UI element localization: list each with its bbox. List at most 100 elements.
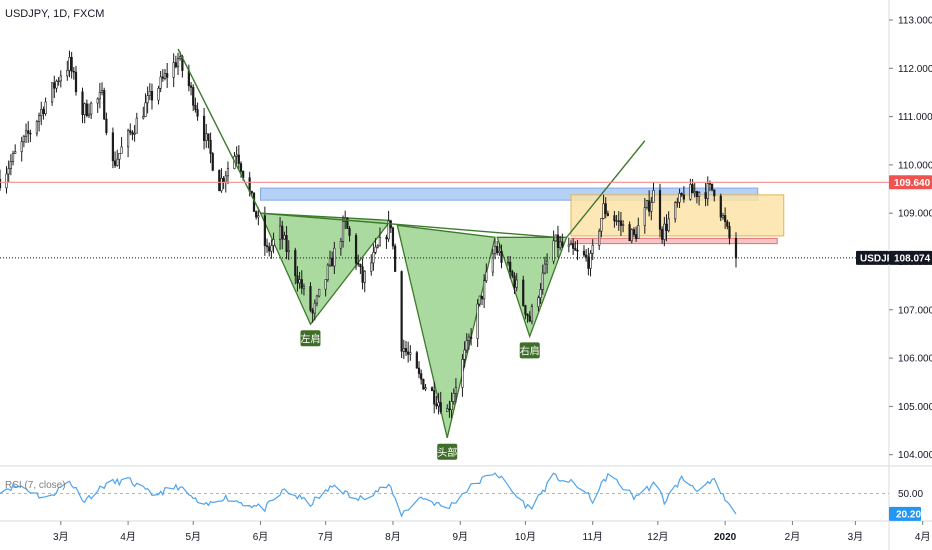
- candle-body: [385, 237, 388, 240]
- candle-body: [615, 220, 618, 222]
- candle-body: [126, 130, 130, 148]
- candle-body: [268, 246, 271, 252]
- candle-body: [361, 266, 364, 283]
- candle-body: [691, 184, 694, 194]
- candle-body: [546, 260, 549, 265]
- price-tick-label: 107.000: [898, 305, 932, 316]
- candle-body: [422, 378, 425, 390]
- candle-body: [174, 62, 177, 68]
- candle-body: [400, 271, 403, 352]
- candle-body: [27, 130, 30, 134]
- candle-body: [430, 387, 434, 391]
- candle-body: [478, 295, 481, 305]
- candle-body: [511, 271, 514, 277]
- candle-body: [728, 226, 731, 239]
- pink-zone[interactable]: [570, 237, 778, 245]
- candle-body: [205, 133, 208, 141]
- time-tick-label: 7月: [318, 531, 334, 543]
- candle-body: [678, 193, 681, 203]
- last-price-badge: USDJPY 108.074: [856, 250, 932, 265]
- candle-body: [142, 116, 145, 119]
- candle-body: [582, 250, 586, 256]
- price-axis[interactable]: 113.000 112.000 111.000 110.000 109.000 108.0…: [889, 16, 932, 462]
- candle-body: [333, 247, 336, 267]
- candle-body: [515, 279, 518, 288]
- candle-body: [354, 235, 358, 264]
- candle-body: [11, 153, 15, 162]
- candle-body: [103, 90, 106, 120]
- candle-body: [166, 73, 169, 78]
- candle-body: [265, 245, 269, 248]
- candle-body: [561, 241, 564, 247]
- price-tick-label: 105.000: [898, 402, 932, 413]
- candle-body: [463, 349, 466, 360]
- candle-body: [480, 295, 484, 300]
- chart-title: USDJPY, 1D, FXCM: [5, 8, 104, 20]
- candle-body: [496, 246, 499, 254]
- candle-body: [439, 402, 442, 412]
- candle-body: [409, 352, 412, 355]
- candle-body: [315, 295, 319, 304]
- candle-body: [146, 95, 149, 104]
- candle-body: [407, 351, 410, 355]
- breakout-line[interactable]: [566, 140, 646, 238]
- left-shoulder[interactable]: [259, 212, 393, 326]
- candle-body: [526, 313, 529, 317]
- price-tick-label: 111.000: [898, 112, 932, 123]
- candle-body: [24, 130, 28, 137]
- candle-body: [118, 153, 121, 160]
- candle-body: [485, 271, 488, 282]
- candle-body: [450, 401, 453, 411]
- candle-body: [68, 57, 71, 71]
- neckline-line[interactable]: [260, 212, 556, 239]
- candle-body: [70, 57, 73, 72]
- candle-body: [194, 104, 197, 110]
- candle-body: [721, 215, 725, 218]
- time-tick-label: 4月: [120, 531, 136, 543]
- candle-body: [500, 250, 503, 263]
- time-axis[interactable]: 3月 4月 5月 6月 7月 8月 9月 10月 11月 12月 2020 2月 3月 4月: [53, 521, 930, 543]
- downtrend-line[interactable]: [177, 48, 262, 214]
- price-tick-label: 110.000: [898, 160, 932, 171]
- candle-body: [506, 261, 510, 264]
- candle-body: [600, 218, 603, 232]
- time-tick-label: 8月: [385, 531, 401, 543]
- candle-body: [661, 229, 664, 240]
- candle-body: [318, 288, 321, 297]
- candle-body: [222, 177, 225, 183]
- candle-body: [363, 270, 366, 283]
- candle-body: [133, 132, 136, 135]
- candle-body: [37, 115, 41, 122]
- candle-body: [81, 91, 84, 115]
- time-tick-label: 3月: [53, 531, 69, 543]
- zones: [260, 187, 785, 245]
- candle-body: [437, 402, 440, 407]
- candle-body: [576, 249, 579, 252]
- price-tick-label: 112.000: [898, 64, 932, 75]
- pattern-label-text: 左肩: [300, 332, 320, 345]
- candle-body: [163, 73, 167, 79]
- candle-body: [635, 234, 638, 239]
- candle-body: [281, 225, 284, 240]
- candle-body: [157, 88, 160, 101]
- candle-body: [645, 200, 649, 209]
- candle-body: [224, 175, 227, 183]
- candle-body: [285, 235, 288, 252]
- time-tick-label: 4月: [915, 531, 931, 543]
- candle-body: [374, 246, 377, 253]
- head[interactable]: [396, 224, 496, 438]
- candle-body: [648, 200, 651, 212]
- candle-body: [424, 387, 427, 390]
- rsi-50-tick: 50.00: [898, 489, 923, 500]
- candle-body: [120, 146, 123, 154]
- pattern-label-text: 右肩: [520, 344, 540, 357]
- price-tick-label: 109.000: [898, 209, 932, 220]
- rsi-pane[interactable]: RSI (7, close) 50.00 20.20: [0, 472, 923, 521]
- candle-body: [176, 58, 180, 68]
- candle-body: [598, 230, 601, 246]
- candle-body: [22, 135, 25, 143]
- time-tick-label: 12月: [647, 531, 668, 543]
